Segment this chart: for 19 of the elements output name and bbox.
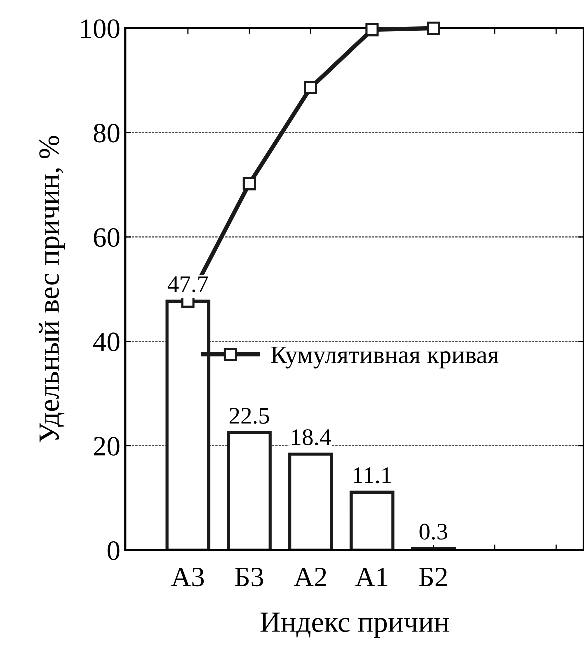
y-tick-label: 0 [108, 542, 120, 560]
x-tick-label: А1 [356, 568, 388, 586]
y-tick-label: 60 [94, 228, 120, 248]
x-tick-label: Б2 [420, 568, 448, 586]
data-label: 18.4 [292, 429, 332, 446]
y-tick-label: 40 [93, 332, 120, 352]
data-label: 47.7 [168, 276, 208, 293]
legend-label: Кумулятивная кривая [271, 346, 499, 369]
data-label: 0.3 [420, 524, 448, 540]
data-label: 22.5 [230, 408, 270, 424]
y-tick-label: 80 [94, 124, 120, 143]
x-tick-label: А3 [171, 568, 204, 587]
x-axis-title: Индекс причин [260, 612, 450, 638]
x-tick-label: Б3 [235, 568, 264, 587]
y-tick-label: 20 [94, 437, 120, 456]
y-tick-label: 100 [81, 20, 120, 38]
data-label: 11.1 [354, 468, 392, 484]
x-tick-label: А2 [294, 568, 326, 586]
y-axis-title: Удельный вес причин, % [38, 136, 66, 443]
